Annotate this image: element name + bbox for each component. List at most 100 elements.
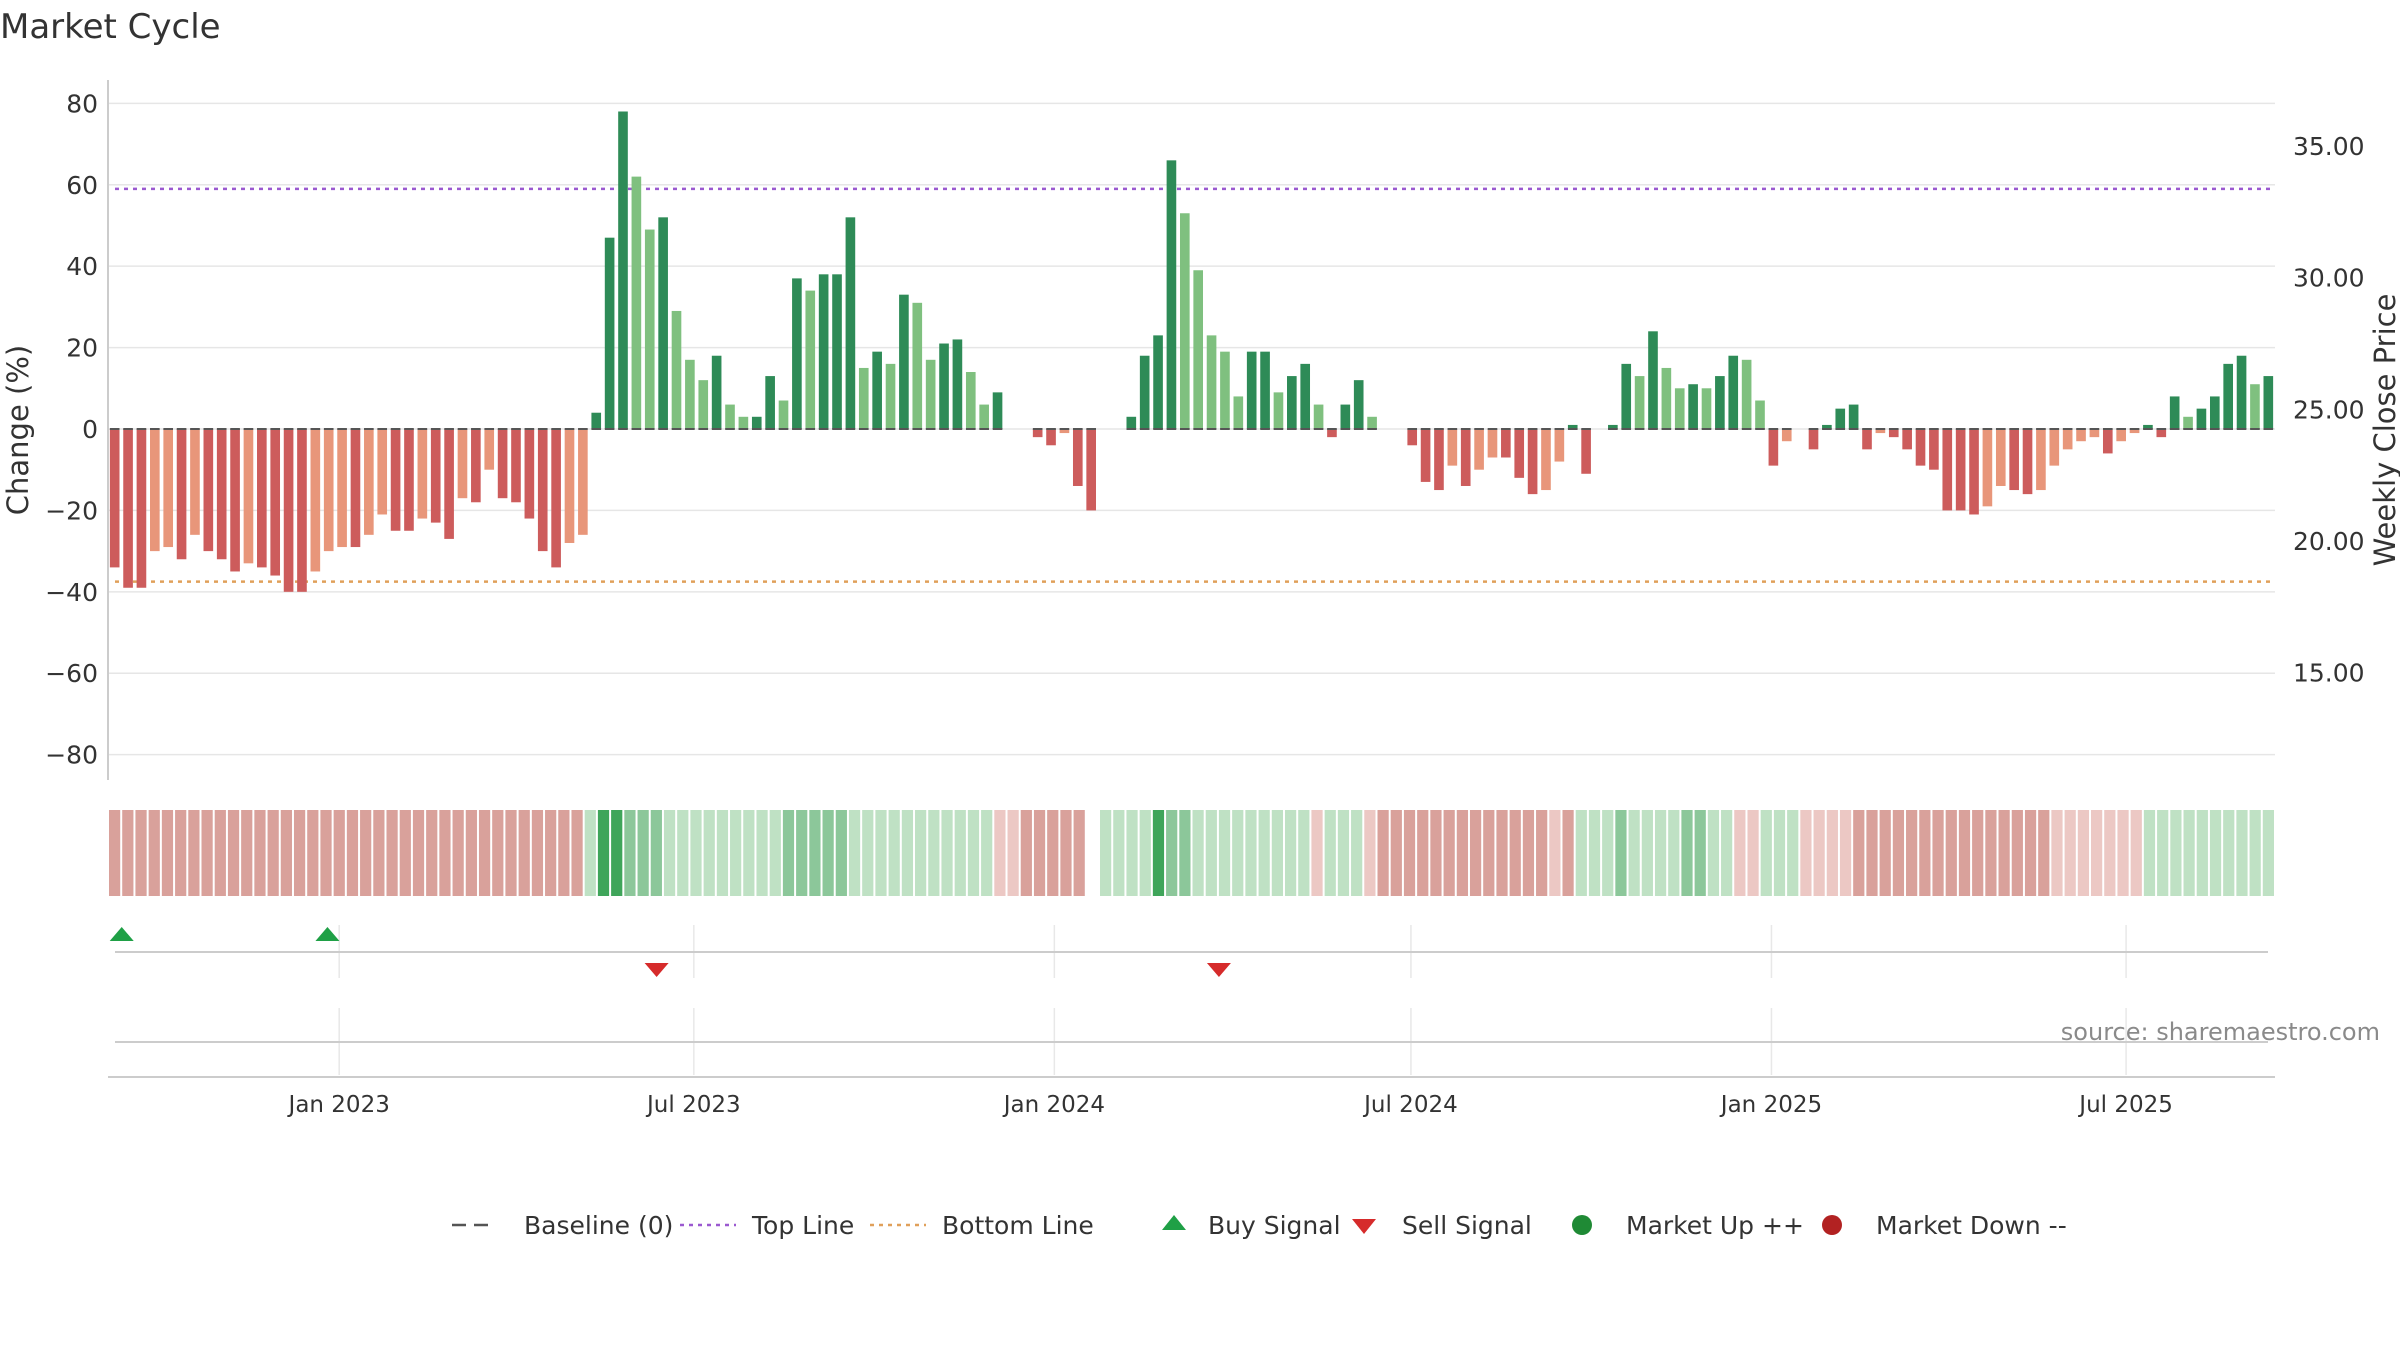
x-tick-label: Jan 2023 <box>287 1092 390 1118</box>
y-tick-label: 80 <box>66 89 98 118</box>
strip-cell <box>1588 810 1601 896</box>
bar <box>1541 429 1551 491</box>
strip-cell <box>1218 810 1231 896</box>
strip-cell <box>2223 810 2235 896</box>
bar <box>2236 355 2247 429</box>
strip-cell <box>148 810 160 896</box>
strip-cell <box>1972 810 1984 896</box>
bar <box>243 429 254 564</box>
bar <box>511 429 521 503</box>
strip-cell <box>941 810 953 896</box>
strip-cell <box>822 810 834 896</box>
strip-cell <box>2091 810 2103 896</box>
bar <box>1674 388 1685 429</box>
strip-cell <box>201 810 213 896</box>
bar <box>992 392 1003 429</box>
strip-cell <box>1668 810 1680 896</box>
strip-cell <box>412 810 425 896</box>
bar <box>1527 429 1538 495</box>
strip-cell <box>981 810 993 896</box>
bar <box>1661 367 1672 429</box>
bar <box>2049 429 2060 466</box>
strip-cell <box>611 810 623 896</box>
strip-cell <box>1007 810 1019 896</box>
strip-cell <box>478 810 491 896</box>
strip-cell <box>2077 810 2090 896</box>
bar <box>2129 429 2140 434</box>
strip-cell <box>624 810 636 896</box>
bar <box>899 294 909 429</box>
bar <box>270 429 281 576</box>
bar <box>1581 429 1591 474</box>
bar <box>1420 429 1431 482</box>
strip-cell <box>1562 810 1574 896</box>
bar <box>765 376 775 429</box>
sell-signal-marker <box>644 963 669 977</box>
bar <box>257 429 267 568</box>
strip-cell <box>545 810 557 896</box>
bar <box>2076 429 2086 442</box>
bar <box>912 302 923 429</box>
strip-cell <box>637 810 649 896</box>
y2-tick-label: 15.00 <box>2293 658 2365 687</box>
bar <box>1728 355 1739 429</box>
strip-cell <box>967 810 980 896</box>
bar <box>1902 429 1912 450</box>
x-tick-label: Jul 2024 <box>1362 1092 1458 1118</box>
strip-cell <box>1694 810 1706 896</box>
strip-cell <box>796 810 808 896</box>
strip-cell <box>1522 810 1535 896</box>
bar <box>1126 416 1137 429</box>
bar <box>1781 429 1792 442</box>
strip-cell <box>2024 810 2037 896</box>
bar <box>1567 424 1578 429</box>
bar <box>190 429 200 535</box>
y-axis-ticks: 80 60 40 20 0 −20 −40 −60 −80 <box>45 89 98 769</box>
bar <box>1086 429 1096 511</box>
strip-cell <box>835 810 847 896</box>
strip-cell <box>928 810 940 896</box>
strip-cell <box>703 810 715 896</box>
strip-cell <box>782 810 795 896</box>
lower-panel <box>108 1008 2275 1078</box>
strip-cell <box>1549 810 1561 896</box>
strip-cell <box>122 810 134 896</box>
strip-cell <box>571 810 583 896</box>
bar <box>1260 351 1270 429</box>
strip-cell <box>1417 810 1429 896</box>
y2-tick-label: 20.00 <box>2293 527 2365 556</box>
bar <box>1460 429 1471 486</box>
strip-cell <box>1113 810 1125 896</box>
strip-cell <box>492 810 504 896</box>
y-tick-label: 40 <box>66 252 98 281</box>
legend-item: Market Down -- <box>1822 1211 2067 1240</box>
bar <box>1554 429 1565 462</box>
strip-cell <box>1324 810 1336 896</box>
bar <box>2223 363 2233 429</box>
strip-cell <box>1033 810 1046 896</box>
bar <box>150 429 160 552</box>
regime-strip <box>109 810 2274 896</box>
strip-cell <box>1073 810 1085 896</box>
bar <box>685 359 695 429</box>
strip-cell <box>1866 810 1878 896</box>
bar <box>872 351 882 429</box>
strip-cell <box>267 810 279 896</box>
bar <box>1875 429 1886 434</box>
strip-cell <box>2051 810 2063 896</box>
strip-cell <box>915 810 927 896</box>
strip-cell <box>1351 810 1363 896</box>
bar <box>1888 429 1899 438</box>
sell-signal-marker <box>1206 963 1231 977</box>
strip-cell <box>320 810 332 896</box>
bar <box>1179 213 1190 429</box>
legend-item: Baseline (0) <box>452 1211 673 1240</box>
bar <box>551 429 561 568</box>
strip-cell <box>862 810 874 896</box>
bar <box>457 429 468 499</box>
strip-cell <box>1853 810 1865 896</box>
bar <box>2156 429 2167 438</box>
legend-item: Market Up ++ <box>1572 1211 1804 1240</box>
legend-label: Market Up ++ <box>1626 1211 1804 1240</box>
legend-label: Baseline (0) <box>524 1211 673 1240</box>
